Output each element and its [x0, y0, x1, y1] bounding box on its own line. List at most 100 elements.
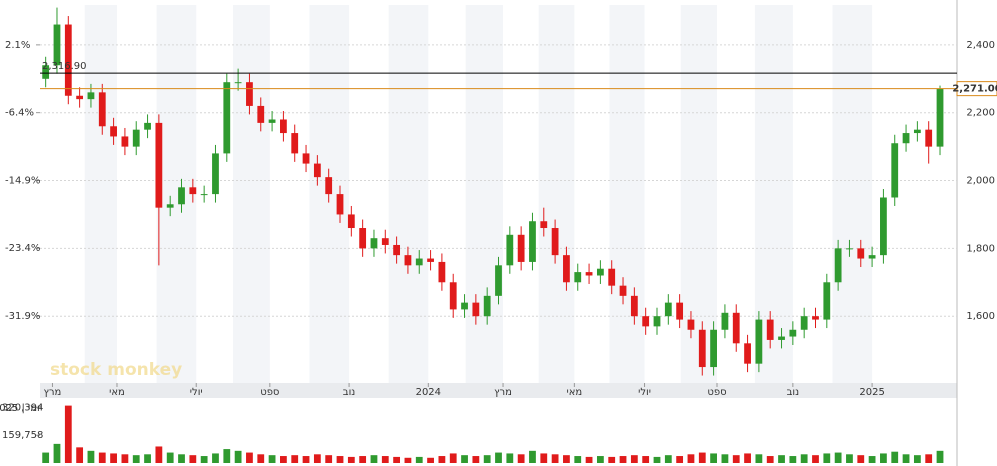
- x-tick-label: ספט: [707, 387, 726, 398]
- volume-bar: [393, 456, 401, 463]
- volume-bar: [359, 456, 367, 463]
- volume-bar: [868, 456, 876, 463]
- candle-body: [925, 129, 933, 147]
- volume-bar: [676, 456, 684, 463]
- x-tick-label: מאי: [109, 387, 125, 398]
- candle-body: [212, 153, 219, 195]
- candle-body: [393, 244, 401, 256]
- volume-bar: [653, 456, 661, 463]
- volume-tick-label: 159,758: [2, 430, 43, 441]
- candle-body: [789, 329, 797, 337]
- y2-tick-label: 2.1%: [5, 40, 30, 51]
- x-tick-label: 2024: [416, 387, 441, 398]
- volume-bar: [880, 453, 887, 463]
- volume-bar: [325, 455, 333, 463]
- x-tick-label: יולי: [190, 387, 203, 398]
- candle-body: [246, 82, 253, 106]
- volume-tick-label: 320,394: [2, 402, 43, 413]
- volume-bar: [551, 454, 559, 463]
- candle-body: [325, 177, 333, 195]
- candle-body: [563, 255, 570, 283]
- volume-bar: [381, 456, 389, 463]
- candle-body: [200, 194, 208, 196]
- month-band: [388, 5, 429, 383]
- y2-tick-label: -6.4%: [5, 108, 34, 119]
- candle-body: [744, 343, 751, 364]
- volume-bar: [121, 454, 129, 463]
- candle-body: [902, 133, 910, 144]
- candle-body: [144, 122, 151, 130]
- volume-bar: [53, 443, 61, 463]
- volume-bar: [710, 453, 717, 463]
- volume-bar: [687, 454, 695, 463]
- candle-body: [880, 197, 887, 256]
- x-tick-label: מרץ: [44, 387, 62, 398]
- x-tick-label: מאי: [566, 387, 582, 398]
- volume-bar: [42, 452, 50, 463]
- volume-bar: [506, 453, 514, 463]
- volume-bar: [246, 452, 253, 463]
- volume-bar: [438, 456, 446, 463]
- candle-body: [302, 153, 310, 164]
- volume-bar: [857, 455, 865, 463]
- volume-bar: [64, 405, 72, 463]
- candle-body: [653, 316, 661, 327]
- candle-body: [721, 312, 729, 330]
- candle-body: [223, 82, 231, 154]
- candle-body: [687, 319, 695, 330]
- candle-body: [189, 187, 197, 195]
- volume-bar: [619, 456, 627, 463]
- volume-bar: [755, 454, 763, 463]
- y2-tick-label: -14.9%: [5, 175, 40, 186]
- candle-body: [461, 302, 468, 310]
- volume-bar: [517, 454, 525, 463]
- candle-body: [359, 228, 367, 249]
- volume-bar: [823, 453, 831, 463]
- candle-body: [121, 136, 129, 147]
- candle-body: [370, 238, 378, 249]
- volume-bar: [427, 457, 434, 463]
- volume-bar: [540, 453, 548, 463]
- volume-bar: [347, 456, 355, 463]
- volume-bar: [596, 456, 604, 463]
- candle-body: [257, 105, 265, 123]
- y2-tick-label: -23.4%: [5, 243, 40, 254]
- volume-bar: [744, 453, 751, 463]
- candle-body: [472, 302, 480, 317]
- candle-body: [913, 129, 921, 134]
- candle-body: [574, 272, 582, 283]
- candle-body: [732, 312, 740, 344]
- price-line-label: 2,271.00: [952, 84, 997, 95]
- x-tick-label: 2025: [859, 387, 884, 398]
- candle-body: [698, 329, 706, 368]
- volume-bar: [110, 453, 117, 463]
- candle-body: [178, 187, 185, 205]
- volume-bar: [585, 456, 593, 463]
- volume-bar: [732, 455, 740, 463]
- candle-body: [234, 82, 242, 84]
- candle-body: [291, 133, 299, 154]
- candle-body: [766, 319, 774, 340]
- volume-bar: [370, 455, 378, 463]
- volume-bar: [415, 456, 423, 463]
- volume-bar: [529, 450, 536, 463]
- candle-body: [155, 122, 163, 208]
- candle-body: [812, 316, 819, 320]
- volume-bar: [925, 454, 933, 463]
- candle-body: [642, 316, 650, 327]
- candle-body: [495, 265, 502, 296]
- source-label: יומי | 20/02/2025 | אי.סי.אל | bursagrap…: [0, 403, 42, 414]
- volume-bar: [563, 455, 570, 463]
- volume-bar: [223, 449, 231, 463]
- candle-body: [868, 255, 876, 259]
- volume-bar: [495, 452, 502, 463]
- candle-body: [336, 194, 344, 215]
- candle-body: [585, 272, 593, 276]
- candle-body: [53, 24, 61, 66]
- volume-bar: [280, 456, 287, 463]
- volume-bar: [812, 455, 819, 463]
- candle-body: [619, 285, 627, 296]
- y-tick-label: 1,600: [966, 311, 995, 322]
- volume-bar: [166, 452, 174, 463]
- volume-bar: [902, 454, 910, 463]
